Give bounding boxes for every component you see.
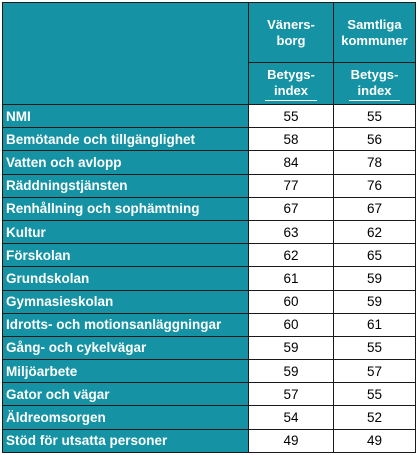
row-value-samtliga: 59 [333,266,416,291]
row-value-vanersborg: 58 [248,127,334,152]
row-value-samtliga: 52 [333,405,416,430]
row-value-samtliga: 57 [333,359,416,384]
row-label: Renhållning och sophämtning [2,196,249,221]
row-value-vanersborg: 49 [248,428,334,453]
row-value-vanersborg: 59 [248,335,334,361]
row-label: Miljöarbete [2,359,249,384]
table-row: Gymnasieskolan 60 59 [2,289,416,314]
table-row: Idrotts- och motionsanläggningar 60 61 [2,312,416,337]
row-value-vanersborg: 59 [248,359,334,384]
table-row: Bemötande och tillgänglighet 58 56 [2,127,416,152]
row-value-samtliga: 56 [333,127,416,152]
row-label: Vatten och avlopp [2,150,249,175]
row-value-vanersborg: 62 [248,243,334,268]
row-value-vanersborg: 77 [248,173,334,198]
row-label: Gymnasieskolan [2,289,249,314]
header-samtliga-sub: Betygs- index [333,62,416,105]
header-row-names: Väners- borg Samtliga kommuner [2,2,416,105]
row-value-samtliga: 67 [333,196,416,221]
row-label: Kultur [2,219,249,245]
row-value-samtliga: 55 [333,382,416,407]
table-row: Gator och vägar 57 55 [2,382,416,407]
row-value-samtliga: 49 [333,428,416,453]
row-value-vanersborg: 55 [248,103,334,129]
row-label: NMI [2,103,249,129]
header-samtliga-line1: Samtliga [347,16,402,32]
table-row: Kultur 63 62 [2,219,416,245]
header-corner [2,2,249,105]
row-value-vanersborg: 54 [248,405,334,430]
header-vanersborg-sub-line1: Betygs- [267,66,315,82]
table-row: Grundskolan 61 59 [2,266,416,291]
row-label: Stöd för utsatta personer [2,428,249,453]
header-samtliga: Samtliga kommuner [333,2,416,63]
table-row: Räddningstjänsten 77 76 [2,173,416,198]
row-value-vanersborg: 57 [248,382,334,407]
table-row: Miljöarbete 59 57 [2,359,416,384]
table-row: Renhållning och sophämtning 67 67 [2,196,416,221]
table-row: Stöd för utsatta personer 49 49 [2,428,416,453]
header-row-sub: Betygs- index Betygs- index [3,62,416,105]
row-value-vanersborg: 63 [248,219,334,245]
row-label: Idrotts- och motionsanläggningar [2,312,249,337]
row-value-samtliga: 55 [333,335,416,361]
row-value-samtliga: 62 [333,219,416,245]
row-value-vanersborg: 84 [248,150,334,175]
row-label: Förskolan [2,243,249,268]
header-samtliga-sub-line2: index [357,82,392,98]
header-vanersborg-sub-text: Betygs- index [265,67,317,101]
header-vanersborg: Väners- borg [248,2,334,63]
row-value-samtliga: 61 [333,312,416,337]
row-value-vanersborg: 67 [248,196,334,221]
row-label: Bemötande och tillgänglighet [2,127,249,152]
header-vanersborg-sub-line2: index [274,82,308,98]
row-value-samtliga: 76 [333,173,416,198]
row-value-samtliga: 78 [333,150,416,175]
row-label: Gator och vägar [2,382,249,407]
row-value-samtliga: 59 [333,289,416,314]
table-row: Äldreomsorgen 54 52 [2,405,416,430]
header-vanersborg-line2: borg [276,32,306,48]
row-label: Gång- och cykelvägar [2,335,249,361]
table-row: NMI 55 55 [2,103,416,129]
table-row: Vatten och avlopp 84 78 [2,150,416,175]
header-vanersborg-sub: Betygs- index [248,62,334,105]
table-row: Förskolan 62 65 [2,243,416,268]
row-value-samtliga: 55 [333,103,416,129]
row-value-samtliga: 65 [333,243,416,268]
row-label: Grundskolan [2,266,249,291]
row-label: Räddningstjänsten [2,173,249,198]
row-value-vanersborg: 60 [248,289,334,314]
header-samtliga-sub-text: Betygs- index [348,66,401,101]
header-samtliga-sub-line1: Betygs- [350,66,399,82]
row-value-vanersborg: 61 [248,266,334,291]
row-value-vanersborg: 60 [248,312,334,337]
table-row: Gång- och cykelvägar 59 55 [2,335,416,361]
header-vanersborg-line1: Väners- [267,16,315,32]
header-samtliga-line2: kommuner [341,32,408,48]
row-label: Äldreomsorgen [2,405,249,430]
